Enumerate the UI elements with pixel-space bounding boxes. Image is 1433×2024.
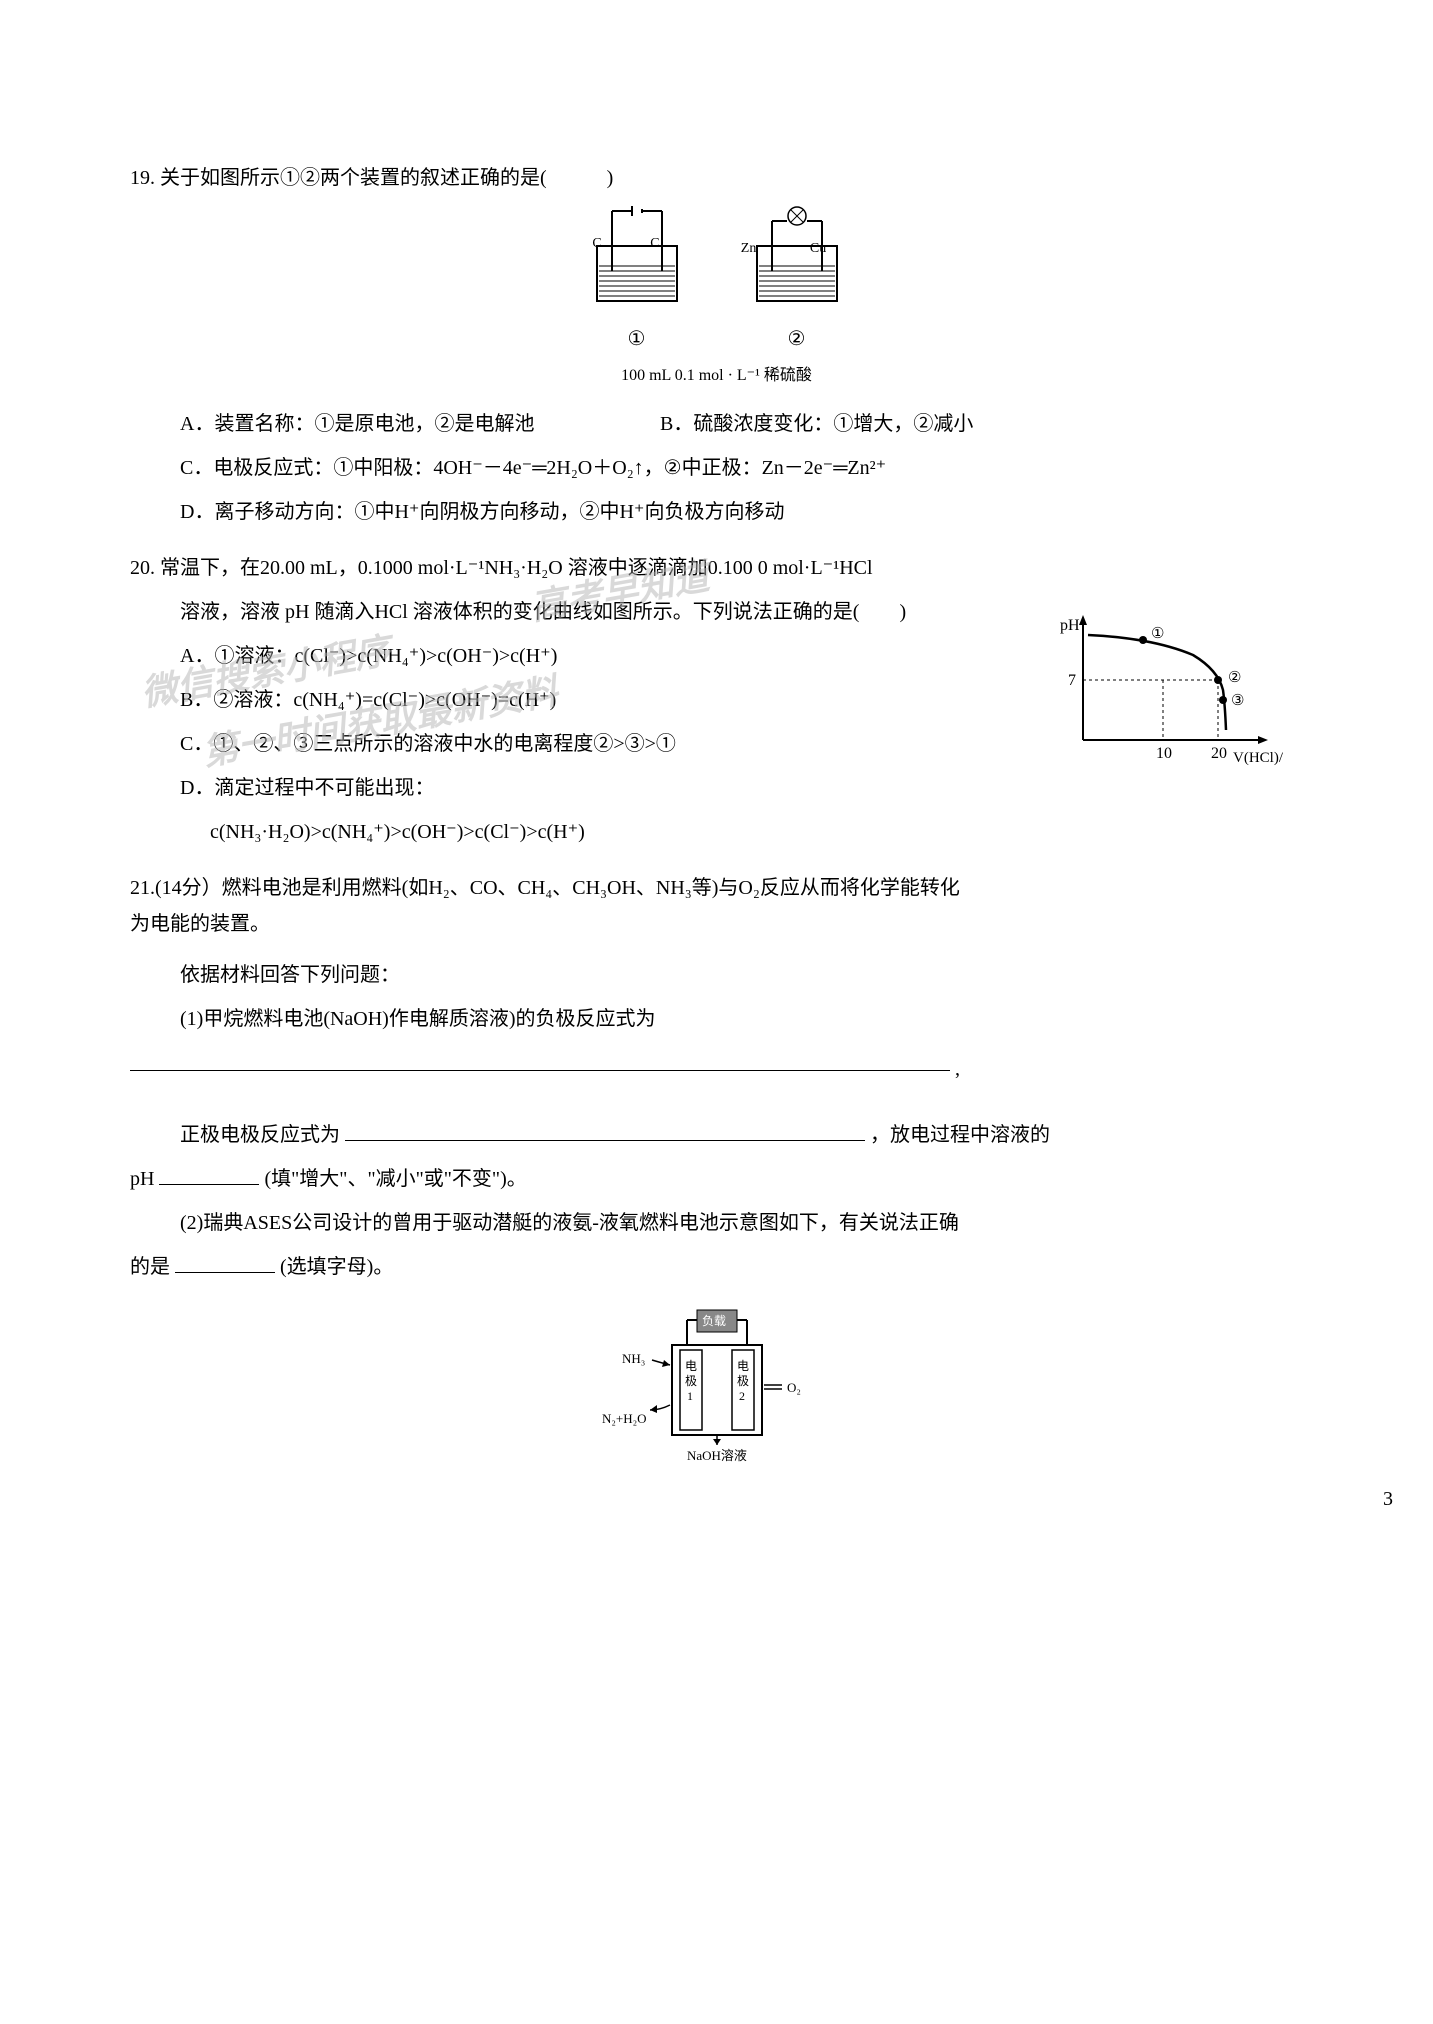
q20-header: 20. 常温下，在20.00 mL，0.1000 mol·L⁻¹NH₃·H₂O … <box>130 550 1303 586</box>
q20-option-b: B．②溶液：c(NH₄⁺)=c(Cl⁻)>c(OH⁻)=c(H⁺) <box>130 682 900 718</box>
svg-text:1: 1 <box>687 1389 693 1403</box>
q20-graph: 7 pH 10 20 V(HCl)/mL ① ② ③ <box>1053 610 1283 770</box>
label-cu: Cu <box>810 241 826 256</box>
ylabel: pH <box>1060 617 1080 634</box>
svg-text:极: 极 <box>685 1374 697 1388</box>
fuel-cell-icon: 负载 电 极 1 电 极 2 NH₃ N₂+H₂O <box>602 1305 832 1465</box>
q21-part2-line2: 的是 (选填字母)。 <box>130 1249 1303 1285</box>
beaker-2-label: ② <box>788 321 806 357</box>
q20-option-d-line2: c(NH₃·H₂O)>c(NH₄⁺)>c(OH⁻)>c(Cl⁻)>c(H⁺) <box>130 814 900 850</box>
question-21: 21.(14分）燃料电池是利用燃料(如H₂、CO、CH₄、CH₃OH、NH₃等)… <box>130 870 1303 1477</box>
xlabel-vhcl: V(HCl)/mL <box>1233 750 1283 766</box>
electrode-1-text: 电 <box>685 1359 697 1373</box>
beaker-1-label: ① <box>628 321 646 357</box>
q21-blank-line1: , <box>130 1045 1303 1117</box>
nh3-label: NH₃ <box>622 1351 645 1366</box>
xtick-10: 10 <box>1156 745 1172 762</box>
q21-line3: 依据材料回答下列问题： <box>130 957 1303 993</box>
q19-diagram: C C ① <box>130 206 1303 391</box>
label-zn: Zn <box>741 241 757 256</box>
q19-option-a: A．装置名称：①是原电池，②是电解池 <box>180 406 660 442</box>
q21-part1: (1)甲烷燃料电池(NaOH)作电解质溶液)的负极反应式为 <box>130 1001 1303 1037</box>
point-1: ① <box>1151 626 1164 642</box>
q21-positive-electrode-label: 正极电极反应式为 <box>180 1124 340 1146</box>
q19-header: 19. 关于如图所示①②两个装置的叙述正确的是( ) <box>130 160 1303 196</box>
fuel-cell-diagram: 负载 电 极 1 电 极 2 NH₃ N₂+H₂O <box>130 1305 1303 1477</box>
q21-part2-post: (选填字母)。 <box>280 1256 393 1278</box>
svg-text:2: 2 <box>739 1389 745 1403</box>
q20-option-a: A．①溶液：c(Cl⁻)>c(NH₄⁺)>c(OH⁻)>c(H⁺) <box>130 638 900 674</box>
point-2: ② <box>1228 670 1241 686</box>
blank-ph[interactable] <box>159 1184 259 1185</box>
question-19: 19. 关于如图所示①②两个装置的叙述正确的是( ) <box>130 160 1303 530</box>
load-text: 负载 <box>702 1314 726 1328</box>
xtick-20: 20 <box>1211 745 1227 762</box>
q20-option-d: D．滴定过程中不可能出现： <box>130 770 900 806</box>
q19-option-b: B．硫酸浓度变化：①增大，②减小 <box>660 406 973 442</box>
n2h2o-label: N₂+H₂O <box>602 1411 647 1426</box>
q19-option-c: C．电极反应式：①中阳极：4OH⁻－4e⁻═2H₂O＋O₂↑，②中正极：Zn－2… <box>130 450 1303 486</box>
page-number: 3 <box>1383 1481 1393 1517</box>
q19-options-ab: A．装置名称：①是原电池，②是电解池 B．硫酸浓度变化：①增大，②减小 <box>130 406 1303 442</box>
q21-part1-line2: 正极电极反应式为 ，放电过程中溶液的 <box>130 1117 1303 1153</box>
q21-line2: 为电能的装置。 <box>130 906 1303 942</box>
galvanic-cell-icon <box>737 206 857 316</box>
electrolysis-cell-icon <box>577 206 697 316</box>
q21-ph-label: pH <box>130 1168 154 1190</box>
point-3: ③ <box>1231 693 1244 709</box>
o2-label: O₂ <box>787 1380 801 1395</box>
blank-underline-1[interactable] <box>130 1045 950 1071</box>
question-20: 20. 常温下，在20.00 mL，0.1000 mol·L⁻¹NH₃·H₂O … <box>130 550 1303 850</box>
q21-discharge-label: ，放电过程中溶液的 <box>870 1124 1050 1146</box>
blank-letter[interactable] <box>175 1272 275 1273</box>
ytick-7: 7 <box>1068 672 1076 689</box>
label-c-right: C <box>650 236 659 251</box>
q21-part2: (2)瑞典ASES公司设计的曾用于驱动潜艇的液氨-液氧燃料电池示意图如下，有关说… <box>130 1205 1303 1241</box>
q19-caption: 100 mL 0.1 mol · L⁻¹ 稀硫酸 <box>130 362 1303 391</box>
q21-part1-line3: pH (填"增大"、"减小"或"不变")。 <box>130 1161 1303 1197</box>
ph-curve-icon: 7 pH 10 20 V(HCl)/mL ① ② ③ <box>1053 610 1283 770</box>
blank-positive-electrode[interactable] <box>345 1140 865 1141</box>
electrode-2-text: 电 <box>737 1359 749 1373</box>
beaker-1: C C ① <box>577 206 697 357</box>
naoh-label: NaOH溶液 <box>687 1448 747 1463</box>
q19-option-d: D．离子移动方向：①中H⁺向阴极方向移动，②中H⁺向负极方向移动 <box>130 494 1303 530</box>
svg-text:极: 极 <box>737 1374 749 1388</box>
q21-part2-pre: 的是 <box>130 1256 170 1278</box>
label-c-left: C <box>592 236 601 251</box>
q21-header: 21.(14分）燃料电池是利用燃料(如H₂、CO、CH₄、CH₃OH、NH₃等)… <box>130 870 1303 906</box>
beaker-2: Zn Cu ② <box>737 206 857 357</box>
q20-option-c: C．①、②、③三点所示的溶液中水的电离程度②>③>① <box>130 726 900 762</box>
q21-ph-options: (填"增大"、"减小"或"不变")。 <box>264 1168 526 1190</box>
